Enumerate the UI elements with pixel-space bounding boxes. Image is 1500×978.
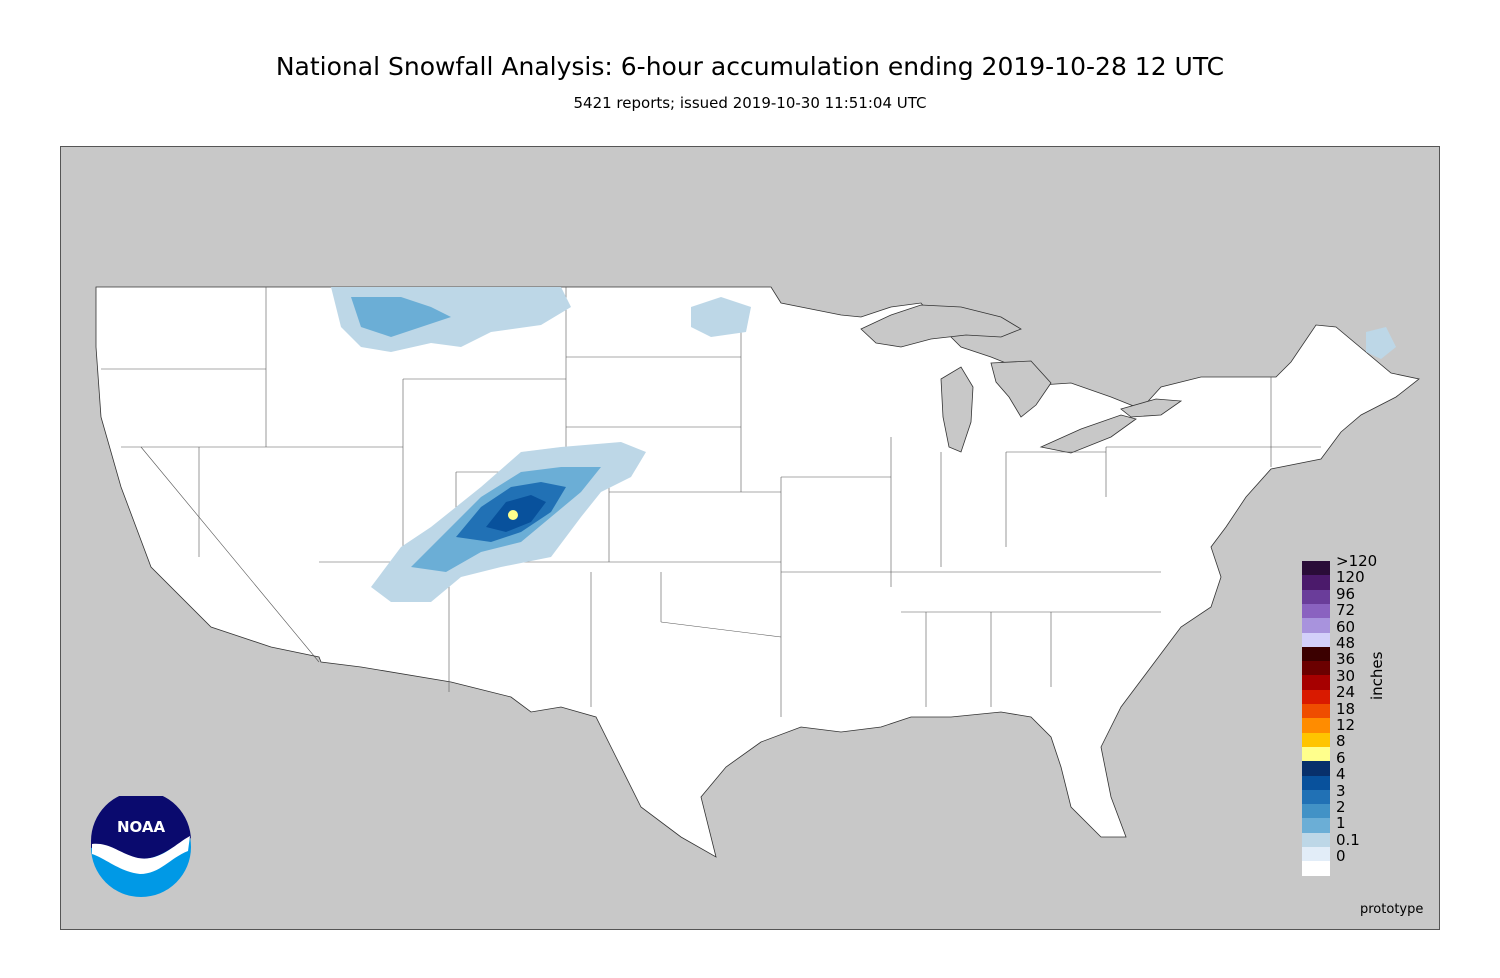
- legend-label: 24: [1336, 683, 1356, 702]
- map-subtitle: 5421 reports; issued 2019-10-30 11:51:04…: [573, 94, 927, 112]
- lake-michigan: [940, 366, 974, 453]
- legend-label: 8: [1336, 732, 1346, 751]
- legend-label: 3: [1336, 781, 1346, 800]
- legend-swatch: [1302, 561, 1330, 576]
- legend-swatch: [1302, 618, 1330, 633]
- state-borders: [101, 287, 1321, 717]
- legend-label: 0: [1336, 847, 1346, 866]
- legend-swatch: [1302, 646, 1330, 662]
- legend-swatch: [1302, 632, 1330, 648]
- map-title: National Snowfall Analysis: 6-hour accum…: [275, 52, 1225, 81]
- legend-label: 72: [1336, 601, 1356, 620]
- legend-label: 96: [1336, 584, 1356, 603]
- noaa-logo: NOAA: [91, 796, 191, 897]
- noaa-logo-text: NOAA: [117, 818, 166, 836]
- lake-superior: [860, 304, 1022, 348]
- legend-label: 36: [1336, 650, 1356, 669]
- legend-swatch: [1302, 861, 1330, 877]
- legend-label: 30: [1336, 666, 1356, 685]
- map-panel: [60, 146, 1440, 930]
- legend-label: 2: [1336, 798, 1346, 816]
- legend-label: 18: [1336, 699, 1356, 718]
- legend-swatch: [1302, 718, 1330, 734]
- legend-label: 120: [1336, 568, 1365, 587]
- legend-swatch: [1302, 732, 1330, 748]
- legend-swatch: [1302, 603, 1330, 619]
- lake-huron: [990, 360, 1052, 418]
- legend-swatch: [1302, 746, 1330, 762]
- legend-swatch: [1302, 775, 1330, 791]
- snow-shading: [331, 287, 1396, 602]
- legend-swatch: [1302, 832, 1330, 848]
- snowfall-map: [95, 286, 1420, 858]
- legend-label: 0.1: [1336, 830, 1360, 849]
- legend-label: 48: [1336, 634, 1356, 652]
- conus-land: [95, 286, 1420, 858]
- legend-swatch: [1302, 847, 1330, 862]
- legend-swatch: [1302, 804, 1330, 819]
- legend-swatch: [1302, 761, 1330, 776]
- snow-nd-light: [691, 297, 751, 337]
- legend-swatch: [1302, 675, 1330, 691]
- legend-swatch: [1302, 818, 1330, 834]
- lake-erie: [1039, 414, 1137, 454]
- legend-label: 4: [1336, 765, 1346, 784]
- legend-label: 12: [1336, 716, 1356, 734]
- legend-swatch: [1302, 704, 1330, 719]
- snow-max-yellow: [508, 510, 518, 520]
- lake-ontario: [1120, 398, 1183, 418]
- legend-swatch: [1302, 689, 1330, 705]
- legend-swatch: [1302, 575, 1330, 591]
- legend-swatch: [1302, 589, 1330, 605]
- legend-label: 1: [1336, 814, 1346, 833]
- legend-label: 6: [1336, 748, 1346, 767]
- prototype-note: prototype: [1360, 902, 1424, 917]
- legend-units-label: inches: [1368, 651, 1386, 700]
- legend-label: 60: [1336, 617, 1356, 636]
- snow-montana-mod: [351, 297, 451, 337]
- legend-swatch: [1302, 661, 1330, 676]
- legend-label: >120: [1336, 552, 1378, 570]
- snow-maine-light: [1366, 327, 1396, 359]
- legend-swatch: [1302, 789, 1330, 805]
